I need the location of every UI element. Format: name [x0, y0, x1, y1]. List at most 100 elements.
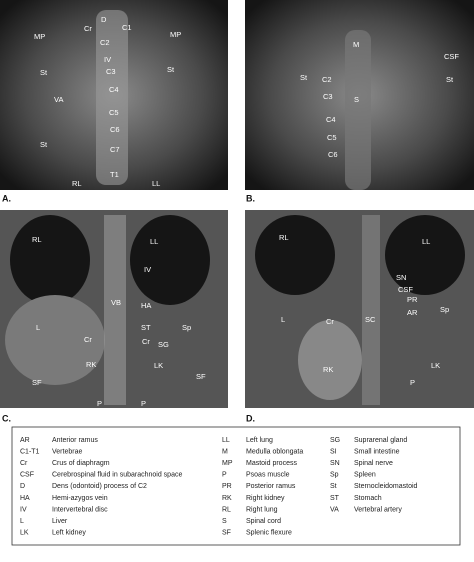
panel-d-image — [245, 210, 474, 408]
legend-text: Vertebral artery — [354, 506, 402, 513]
panel-c-image — [0, 210, 228, 408]
annotation: T1 — [110, 170, 119, 179]
annotation: HA — [141, 301, 151, 310]
legend-text: Mastoid process — [246, 460, 297, 467]
legend-abbr: MP — [222, 460, 233, 467]
annotation: LL — [150, 237, 158, 246]
legend-text: Anterior ramus — [52, 437, 98, 444]
legend-abbr: M — [222, 448, 228, 455]
annotation: RK — [86, 360, 96, 369]
legend-text: Left kidney — [52, 530, 86, 537]
legend-abbr: L — [20, 518, 24, 525]
annotation: LL — [422, 237, 430, 246]
panel-label: C. — [2, 413, 11, 423]
legend-text: Psoas muscle — [246, 472, 290, 479]
annotation: AR — [407, 308, 418, 317]
legend-abbr: LL — [222, 437, 230, 444]
legend-text: Splenic flexure — [246, 530, 292, 537]
annotation: P — [97, 399, 102, 408]
legend-text: Crus of diaphragm — [52, 460, 110, 467]
legend-text: Right lung — [246, 506, 278, 513]
annotation: D — [101, 15, 107, 24]
annotation: LK — [154, 361, 163, 370]
annotation: S — [354, 95, 359, 104]
legend-text: Sternocleidomastoid — [354, 483, 418, 490]
legend-text: Left lung — [246, 437, 273, 444]
legend-abbr: RL — [222, 506, 231, 513]
legend-abbr: LK — [20, 530, 29, 537]
annotation: SN — [396, 273, 406, 282]
annotation: C3 — [106, 67, 116, 76]
legend-text: Cerebrospinal fluid in subarachnoid spac… — [52, 472, 182, 479]
annotation: CSF — [444, 52, 459, 61]
annotation: C3 — [323, 92, 333, 101]
legend-text: Hemi-azygos vein — [52, 495, 108, 502]
legend-abbr: SI — [330, 448, 337, 455]
annotation: SC — [365, 315, 376, 324]
annotation: C5 — [109, 108, 119, 117]
annotation: CSF — [398, 285, 413, 294]
annotation: LK — [431, 361, 440, 370]
legend-abbr: HA — [20, 495, 30, 502]
legend-abbr: Sp — [330, 472, 339, 479]
legend-abbr: AR — [20, 437, 30, 444]
legend-abbr: RK — [222, 495, 232, 502]
annotation: Cr — [326, 317, 334, 326]
annotation: C1 — [122, 23, 132, 32]
annotation: C2 — [100, 38, 110, 47]
annotation: RL — [32, 235, 42, 244]
annotation: LL — [152, 179, 160, 188]
annotation: C4 — [326, 115, 336, 124]
legend-text: Suprarenal gland — [354, 437, 407, 444]
annotation: L — [36, 323, 40, 332]
annotation: Cr — [84, 24, 92, 33]
legend-abbr: D — [20, 483, 25, 490]
annotation: IV — [144, 265, 151, 274]
legend-text: Stomach — [354, 495, 382, 502]
legend-abbr: SG — [330, 437, 340, 444]
legend-text: Spleen — [354, 472, 376, 479]
annotation: C7 — [110, 145, 120, 154]
annotation: VB — [111, 298, 121, 307]
annotation: MP — [170, 30, 181, 39]
annotation: C6 — [110, 125, 120, 134]
legend-text: Vertebrae — [52, 448, 82, 455]
annotation: IV — [104, 55, 111, 64]
panel-label: B. — [246, 193, 255, 203]
panel-b-image — [245, 0, 474, 190]
legend-text: Intervertebral disc — [52, 506, 108, 513]
legend-abbr: IV — [20, 506, 27, 513]
legend-box — [11, 426, 461, 546]
panel-label: A. — [2, 193, 11, 203]
annotation: RL — [279, 233, 289, 242]
annotation: C6 — [328, 150, 338, 159]
annotation: MP — [34, 32, 45, 41]
legend-abbr: PR — [222, 483, 232, 490]
legend-abbr: CSF — [20, 472, 34, 479]
annotation: PR — [407, 295, 418, 304]
legend-abbr: St — [330, 483, 337, 490]
annotation: C5 — [327, 133, 337, 142]
annotation: St — [40, 68, 48, 77]
annotation: L — [281, 315, 285, 324]
annotation: C4 — [109, 85, 119, 94]
panel-a-image — [0, 0, 228, 190]
annotation: Sp — [440, 305, 449, 314]
legend-abbr: Cr — [20, 460, 28, 467]
annotation: RK — [323, 365, 333, 374]
legend-text: Right kidney — [246, 495, 285, 502]
annotation: M — [353, 40, 359, 49]
annotation: P — [141, 399, 146, 408]
legend-abbr: P — [222, 472, 227, 479]
annotation: St — [446, 75, 454, 84]
annotation: St — [167, 65, 175, 74]
legend-text: Posterior ramus — [246, 483, 296, 490]
annotation: SG — [158, 340, 169, 349]
legend-text: Spinal nerve — [354, 460, 393, 467]
legend-abbr: SN — [330, 460, 340, 467]
legend-text: Dens (odontoid) process of C2 — [52, 483, 147, 490]
annotation: Cr — [142, 337, 150, 346]
panel-label: D. — [246, 413, 255, 423]
annotation: St — [300, 73, 308, 82]
